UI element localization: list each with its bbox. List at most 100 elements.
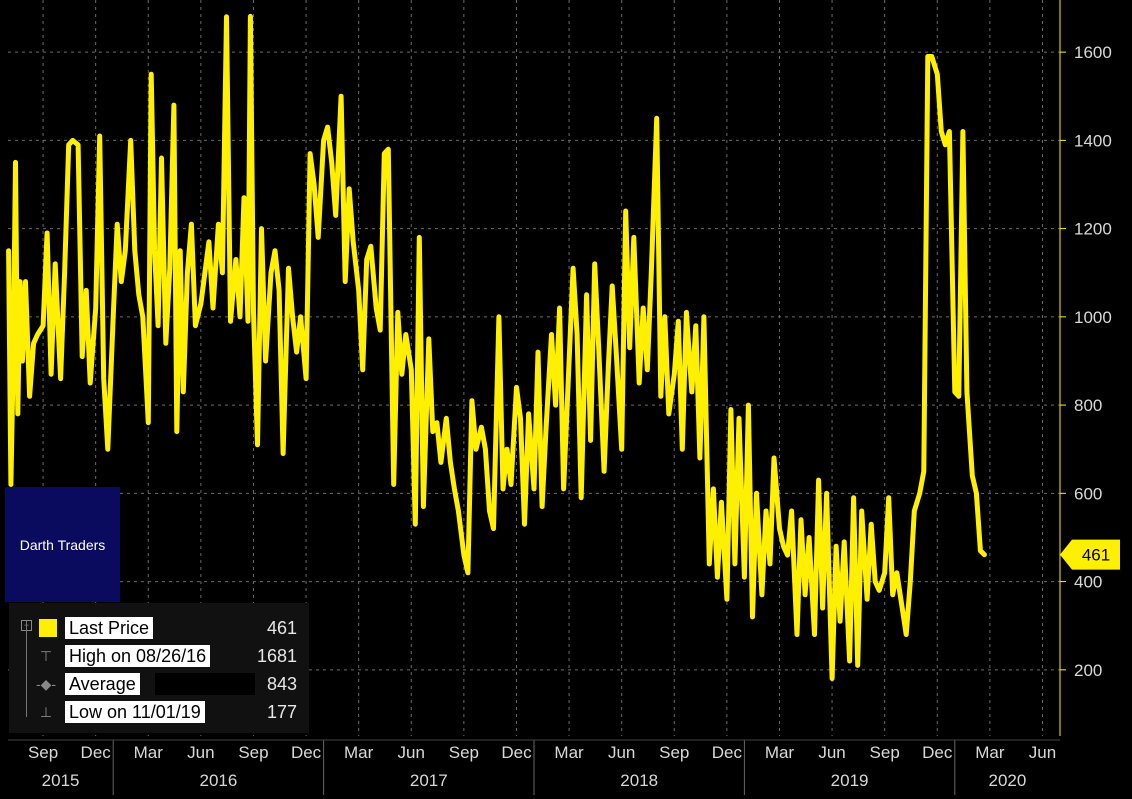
data-point [691, 391, 693, 393]
data-point [358, 289, 360, 291]
data-point [516, 386, 517, 388]
series-line [6, 13, 987, 682]
data-point [489, 510, 490, 512]
data-point [200, 303, 202, 305]
data-point [537, 351, 539, 353]
data-point [467, 572, 469, 574]
data-point [29, 395, 31, 397]
legend-label: High on 08/26/16 [65, 645, 211, 667]
data-point [870, 523, 872, 525]
data-point [958, 395, 960, 397]
series-swatch-icon [39, 619, 57, 637]
data-point [668, 413, 670, 415]
data-point [716, 576, 718, 578]
x-tick-label: Dec [922, 743, 953, 762]
data-point [249, 15, 251, 17]
data-point [629, 347, 631, 349]
data-point [475, 448, 477, 450]
data-point [888, 497, 890, 499]
data-point [826, 492, 828, 494]
data-point [107, 448, 109, 450]
x-tick-label: Jun [1029, 743, 1056, 762]
data-point [124, 250, 126, 252]
y-axis: 200 400 600 800 1000 1200 1400 1600 [1059, 0, 1112, 736]
data-point [901, 607, 903, 609]
data-point [730, 409, 732, 410]
x-tick-label: Jun [398, 743, 425, 762]
data-point [796, 634, 798, 635]
x-tick-label: Jun [818, 743, 845, 762]
data-point [590, 439, 592, 441]
x-axis: Sep Dec Mar Jun Sep Dec Mar Jun Sep Dec Mar Jun Sep D… [8, 739, 1060, 795]
data-point [498, 316, 500, 318]
data-point [418, 236, 420, 238]
last-price-tag-shape [1060, 539, 1120, 570]
data-point [335, 214, 337, 216]
legend-value: 177 [266, 702, 297, 722]
legend-row-average: -◆- Average 843 [9, 671, 309, 697]
data-point [528, 413, 530, 415]
data-point [568, 360, 570, 362]
data-point [313, 184, 315, 185]
year-label: 2018 [620, 771, 658, 790]
series [6, 13, 987, 682]
data-point [64, 272, 66, 274]
data-point [217, 223, 219, 225]
data-point [975, 492, 977, 494]
data-point [54, 263, 56, 265]
data-point [971, 475, 973, 477]
data-point [235, 259, 237, 260]
data-point [445, 417, 447, 419]
x-tick-label: Dec [291, 743, 322, 762]
x-tick-label: Dec [712, 743, 743, 762]
data-point [559, 307, 561, 309]
x-tick-label: Mar [344, 743, 374, 762]
data-point [204, 272, 206, 274]
x-tick-label: Sep [238, 743, 268, 762]
x-tick-label: Sep [28, 743, 58, 762]
data-point [752, 616, 753, 618]
data-point [165, 342, 167, 344]
data-point [804, 594, 806, 596]
data-point [99, 135, 101, 137]
data-point [545, 426, 547, 428]
last-price-tag-label: 461 [1082, 546, 1110, 565]
y-tick-label: 1400 [1074, 131, 1112, 150]
data-point [383, 153, 385, 155]
data-point [130, 139, 132, 141]
data-point [480, 426, 482, 428]
data-point [33, 342, 35, 344]
legend-label: Low on 11/01/19 [65, 701, 205, 723]
data-point [615, 351, 617, 353]
data-point [594, 263, 596, 265]
data-point [576, 334, 578, 335]
data-point [580, 497, 582, 499]
data-point [81, 356, 83, 358]
data-point [305, 378, 307, 380]
data-point [46, 232, 48, 234]
data-point [966, 391, 968, 393]
data-point [699, 457, 701, 459]
data-point [541, 506, 543, 508]
data-point [410, 369, 412, 371]
data-point [8, 250, 10, 252]
data-point [340, 95, 342, 97]
data-point [695, 325, 697, 327]
data-point [783, 545, 784, 547]
data-point [660, 395, 662, 397]
x-tick-label: Jun [608, 743, 635, 762]
data-point [927, 56, 929, 57]
legend-row-low: ⊥ Low on 11/01/19 177 [9, 699, 309, 725]
legend-row-last-price: Last Price 461 [9, 615, 309, 641]
data-point [309, 153, 311, 155]
data-point [808, 537, 810, 538]
data-point [344, 281, 346, 283]
data-point [239, 316, 241, 318]
data-point [323, 139, 325, 141]
data-point [673, 373, 675, 375]
data-point [598, 347, 600, 349]
data-point [60, 378, 62, 380]
data-point [265, 360, 267, 362]
y-tick-label: 1600 [1074, 43, 1112, 62]
